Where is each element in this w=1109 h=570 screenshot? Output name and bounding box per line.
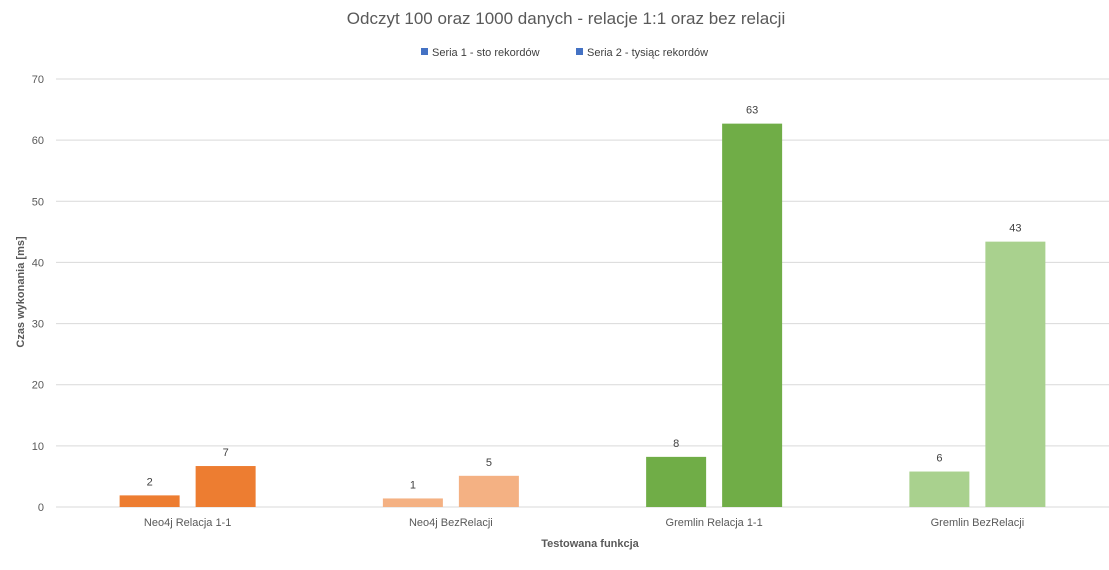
x-tick-label: Neo4j BezRelacji <box>409 517 493 529</box>
x-tick-label: Neo4j Relacja 1-1 <box>144 517 231 529</box>
y-tick-label: 0 <box>38 502 44 514</box>
data-label: 1 <box>410 479 416 491</box>
data-label: 43 <box>1009 223 1021 235</box>
data-label: 63 <box>746 105 758 117</box>
y-tick-label: 60 <box>32 135 44 147</box>
bar <box>458 475 519 507</box>
legend-label: Seria 2 - tysiąc rekordów <box>587 47 708 59</box>
x-tick-label: Gremlin BezRelacji <box>931 517 1025 529</box>
bar <box>646 456 707 507</box>
x-axis-title: Testowana funkcja <box>541 538 639 550</box>
bar <box>119 495 180 507</box>
data-label: 6 <box>936 453 942 465</box>
gridlines <box>56 78 1109 508</box>
bar <box>985 241 1046 507</box>
bar <box>909 471 970 507</box>
chart-title: Odczyt 100 oraz 1000 danych - relacje 1:… <box>347 9 785 28</box>
legend: Seria 1 - sto rekordów Seria 2 - tysiąc r… <box>421 47 708 59</box>
y-tick-label: 30 <box>32 319 44 331</box>
y-tick-label: 50 <box>32 196 44 208</box>
legend-label: Seria 1 - sto rekordów <box>432 47 540 59</box>
data-label: 8 <box>673 438 679 450</box>
bar <box>722 123 783 508</box>
y-tick-label: 10 <box>32 441 44 453</box>
x-tick-label: Gremlin Relacja 1-1 <box>666 517 763 529</box>
data-label: 7 <box>223 447 229 459</box>
bars: 2 7 1 5 8 63 6 43 <box>119 105 1046 508</box>
y-tick-label: 70 <box>32 74 44 86</box>
y-axis-ticks: 0 10 20 30 40 50 60 70 <box>32 74 44 514</box>
bar <box>382 498 443 507</box>
y-tick-label: 20 <box>32 380 44 392</box>
legend-swatch <box>421 48 428 55</box>
y-axis-title: Czas wykonania [ms] <box>15 236 27 348</box>
y-tick-label: 40 <box>32 257 44 269</box>
data-label: 5 <box>486 457 492 469</box>
x-axis-ticks: Neo4j Relacja 1-1 Neo4j BezRelacji Gremlin… <box>144 517 1024 529</box>
bar <box>195 466 256 507</box>
data-label: 2 <box>147 476 153 488</box>
legend-swatch <box>576 48 583 55</box>
